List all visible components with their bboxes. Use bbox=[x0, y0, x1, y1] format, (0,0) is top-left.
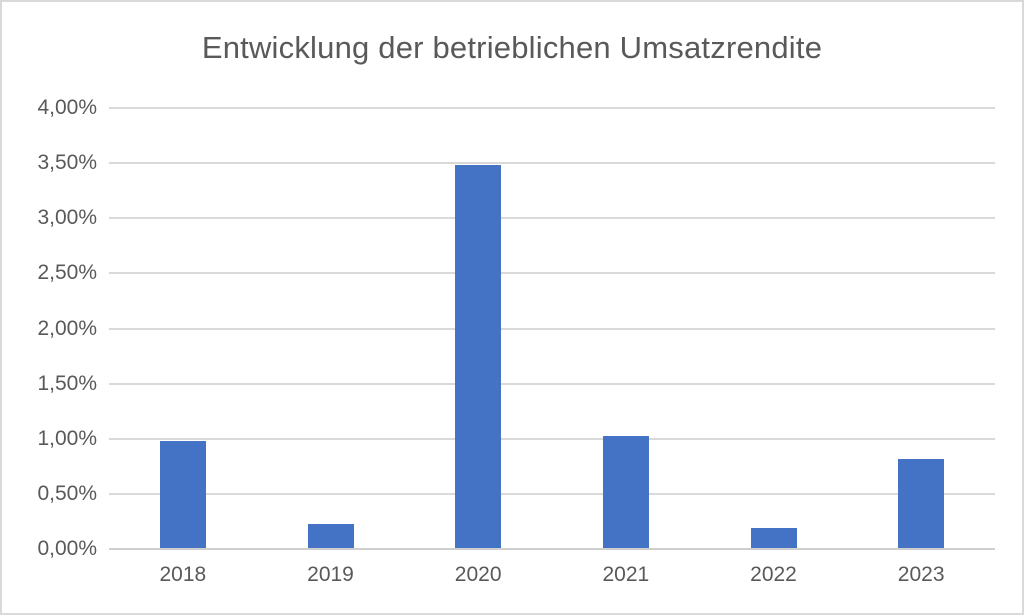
bar-2021[interactable] bbox=[602, 435, 649, 548]
gridline bbox=[109, 437, 995, 440]
x-axis-tick-label: 2023 bbox=[897, 563, 945, 586]
gridline bbox=[109, 162, 995, 165]
x-axis-tick-label: 2021 bbox=[602, 563, 650, 586]
y-axis-tick-label: 4,00% bbox=[37, 96, 97, 119]
y-axis-tick-label: 0,50% bbox=[37, 481, 97, 505]
y-axis-tick-label: 0,00% bbox=[37, 537, 97, 560]
gridline bbox=[109, 492, 995, 495]
bar-2019[interactable] bbox=[307, 523, 354, 548]
gridline bbox=[109, 272, 995, 275]
y-axis: 4,00% 3,50% 3,00% 2,50% 2,00% 1,50% 1,00% 0,50%… bbox=[2, 96, 97, 560]
chart-title: Entwicklung der betrieblichen Umsatzrend… bbox=[201, 30, 823, 65]
x-axis-tick-label: 2020 bbox=[454, 563, 502, 586]
bar-2018[interactable] bbox=[159, 441, 206, 548]
gridline bbox=[109, 217, 995, 220]
x-axis: 2018 2019 2020 2021 2022 2023 bbox=[109, 561, 995, 595]
y-axis-tick-label: 2,00% bbox=[37, 316, 97, 340]
gridline bbox=[109, 382, 995, 385]
x-axis-line bbox=[109, 548, 995, 550]
plot-area bbox=[109, 107, 995, 550]
x-axis-tick-label: 2019 bbox=[307, 563, 354, 586]
bar-2022[interactable] bbox=[750, 528, 797, 548]
x-axis-tick-label: 2022 bbox=[750, 563, 797, 586]
y-axis-tick-label: 1,00% bbox=[37, 426, 97, 450]
bar-2023[interactable] bbox=[898, 458, 945, 548]
y-axis-tick-label: 2,50% bbox=[37, 261, 97, 285]
x-axis-tick-label: 2018 bbox=[159, 563, 207, 586]
bar-2020[interactable] bbox=[455, 165, 502, 548]
y-axis-tick-label: 1,50% bbox=[37, 371, 97, 395]
y-axis-tick-label: 3,00% bbox=[37, 206, 97, 230]
gridline bbox=[109, 107, 995, 109]
gridline bbox=[109, 327, 995, 330]
y-axis-tick-label: 3,50% bbox=[37, 151, 97, 175]
